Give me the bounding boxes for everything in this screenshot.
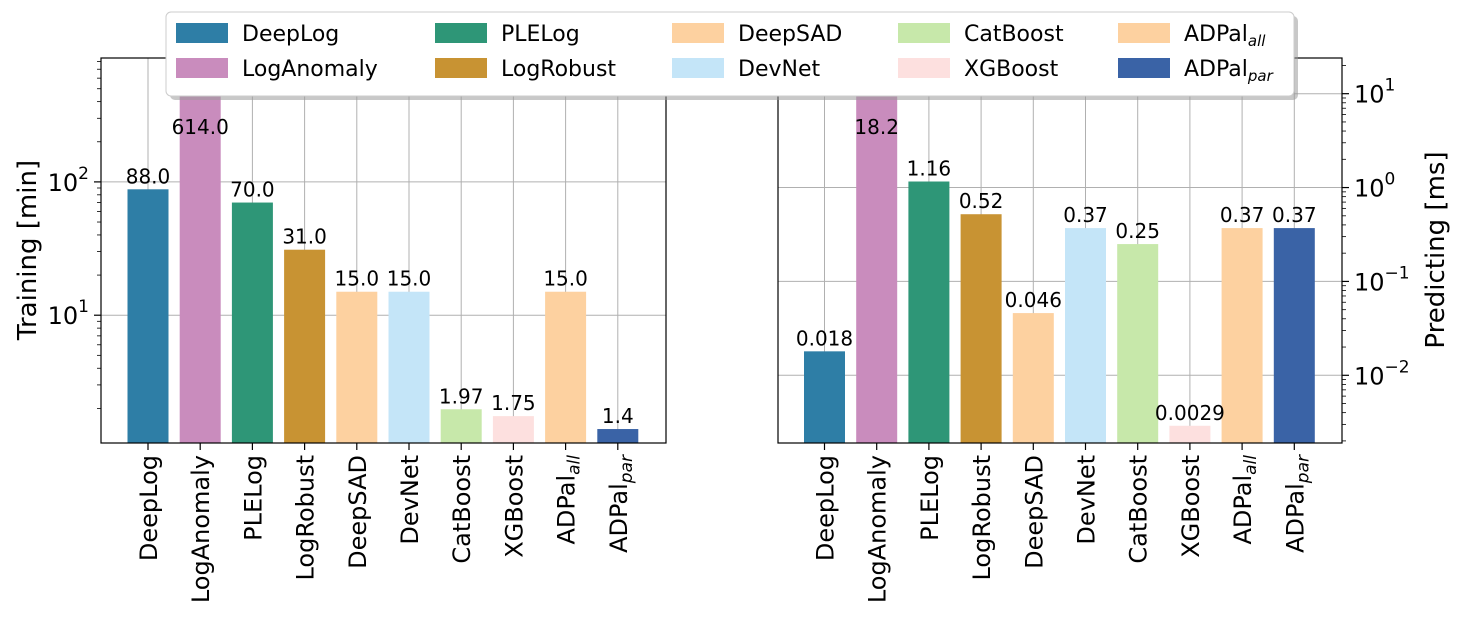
- legend-swatch-10: [1118, 58, 1170, 78]
- bar-6: [388, 291, 430, 443]
- x-tick-label-6: DevNet: [1073, 455, 1101, 545]
- bar-4: [960, 214, 1002, 443]
- bar-8: [492, 416, 534, 443]
- bar-1: [804, 351, 845, 443]
- legend-swatch-7: [898, 23, 950, 43]
- bar-9: [545, 291, 587, 443]
- data-label-9: 15.0: [543, 267, 588, 291]
- legend-label-3: PLELog: [501, 22, 580, 47]
- data-label-3: 70.0: [230, 178, 275, 202]
- y-tick-label: 101: [1354, 76, 1395, 109]
- data-label-7: 0.25: [1115, 219, 1160, 243]
- x-tick-label-10: ADPalpar: [1281, 454, 1313, 553]
- legend-label-5: DeepSAD: [738, 22, 842, 47]
- x-tick-label-9: ADPalall: [553, 455, 585, 545]
- legend-swatch-3: [435, 23, 487, 43]
- x-tick-label-4: LogRobust: [292, 455, 320, 581]
- data-label-5: 0.046: [1005, 288, 1062, 312]
- x-tick-label-1: DeepLog: [812, 455, 840, 561]
- legend-label-10: ADPalpar: [1184, 57, 1274, 85]
- legend-swatch-4: [435, 58, 487, 78]
- data-label-7: 1.97: [439, 384, 484, 408]
- bar-3: [908, 181, 950, 443]
- data-label-8: 0.0029: [1155, 401, 1225, 425]
- data-label-2: 614.0: [172, 115, 229, 139]
- bar-4: [284, 249, 326, 443]
- y-axis-title: Training [min]: [13, 160, 43, 341]
- data-label-3: 1.16: [907, 157, 952, 181]
- bar-3: [231, 202, 273, 443]
- bar-8: [1169, 425, 1211, 443]
- legend-label-1: DeepLog: [242, 22, 339, 47]
- x-tick-label-2: LogAnomaly: [187, 455, 215, 603]
- bar-2: [856, 69, 898, 444]
- y-tick-label: 10−2: [1354, 357, 1410, 390]
- bar-6: [1065, 228, 1106, 443]
- data-label-6: 0.37: [1063, 203, 1108, 227]
- x-tick-label-3: PLELog: [916, 455, 944, 541]
- bar-5: [336, 291, 378, 443]
- legend-swatch-8: [898, 58, 950, 78]
- data-label-10: 0.37: [1272, 203, 1317, 227]
- bar-10: [1273, 228, 1315, 443]
- bar-2: [179, 76, 221, 443]
- data-label-1: 0.018: [796, 326, 853, 350]
- legend-swatch-6: [672, 58, 724, 78]
- data-label-4: 31.0: [282, 225, 327, 249]
- y-tick-label: 100: [1354, 170, 1395, 203]
- chart-panel-1: 88.0 614.0 70.0 31.0 15.0 15.0 1.97 1.75 15.0 1.4…: [13, 57, 667, 603]
- data-label-9: 0.37: [1220, 203, 1265, 227]
- bar-5: [1012, 313, 1054, 443]
- bar-1: [127, 189, 169, 443]
- x-tick-label-10: ADPalpar: [605, 454, 637, 553]
- legend-swatch-9: [1118, 23, 1170, 43]
- legend-label-9: ADPalall: [1184, 22, 1266, 50]
- legend-label-7: CatBoost: [964, 22, 1064, 47]
- x-tick-label-6: DevNet: [396, 455, 424, 545]
- x-tick-label-7: CatBoost: [1125, 455, 1153, 564]
- bar-7: [440, 409, 482, 443]
- data-label-10: 1.4: [602, 404, 634, 428]
- x-tick-label-8: XGBoost: [1177, 455, 1205, 558]
- x-tick-label-3: PLELog: [239, 455, 267, 541]
- legend-swatch-2: [176, 58, 228, 78]
- x-tick-label-5: DeepSAD: [344, 455, 372, 569]
- data-label-5: 15.0: [335, 267, 380, 291]
- legend-swatch-1: [176, 23, 228, 43]
- y-tick-label: 102: [48, 164, 89, 197]
- legend: DeepLog LogAnomaly PLELog LogRobust DeepSAD D…: [165, 11, 1298, 100]
- x-tick-label-7: CatBoost: [448, 455, 476, 564]
- chart-panel-2: 0.018 18.2 1.16 0.52 0.046 0.37 0.25 0.0029 0.37…: [777, 57, 1451, 603]
- data-label-8: 1.75: [491, 391, 536, 415]
- legend-label-8: XGBoost: [964, 57, 1059, 82]
- legend-label-2: LogAnomaly: [242, 57, 378, 82]
- data-label-6: 15.0: [387, 267, 432, 291]
- x-tick-label-8: XGBoost: [500, 455, 528, 558]
- y-tick-label: 10−1: [1354, 263, 1410, 296]
- x-tick-label-2: LogAnomaly: [864, 455, 892, 603]
- bar-10: [597, 429, 639, 443]
- y-axis-title: Predicting [ms]: [1421, 151, 1451, 348]
- x-tick-label-4: LogRobust: [968, 455, 996, 581]
- bar-9: [1221, 228, 1263, 443]
- legend-label-4: LogRobust: [501, 57, 616, 82]
- x-tick-label-9: ADPalall: [1229, 455, 1261, 545]
- x-tick-label-5: DeepSAD: [1020, 455, 1048, 569]
- x-tick-label-1: DeepLog: [135, 455, 163, 561]
- legend-swatch-5: [672, 23, 724, 43]
- y-tick-label: 101: [48, 297, 89, 330]
- data-label-1: 88.0: [126, 164, 171, 188]
- data-label-2: 18.2: [854, 115, 899, 139]
- bar-7: [1117, 244, 1159, 443]
- data-label-4: 0.52: [959, 189, 1004, 213]
- legend-label-6: DevNet: [738, 57, 820, 82]
